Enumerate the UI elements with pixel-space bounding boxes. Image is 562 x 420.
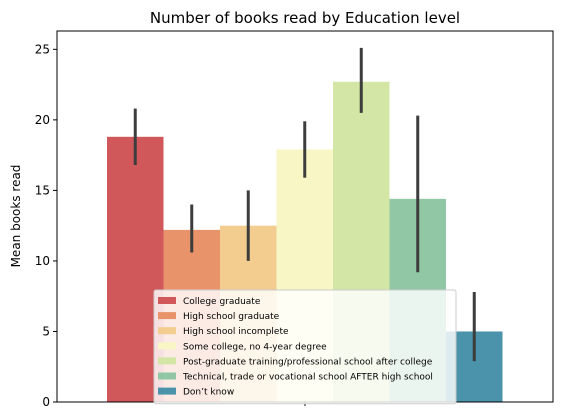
y-tick-label: 0 bbox=[42, 395, 50, 409]
legend-label: High school graduate bbox=[183, 312, 280, 322]
y-tick-label: 15 bbox=[35, 183, 50, 197]
chart-title: Number of books read by Education level bbox=[150, 9, 460, 27]
y-tick-label: 20 bbox=[35, 113, 50, 127]
legend-label: College graduate bbox=[183, 297, 261, 307]
legend: College graduate High school graduate High… bbox=[153, 289, 457, 405]
legend-label: Some college, no 4-year degree bbox=[183, 342, 327, 352]
y-axis-label: Mean books read bbox=[9, 165, 23, 268]
legend-swatch bbox=[158, 387, 176, 395]
y-tick-label: 10 bbox=[35, 254, 50, 268]
legend-swatch bbox=[158, 372, 176, 380]
legend-swatch bbox=[158, 327, 176, 335]
legend-swatch bbox=[158, 342, 176, 350]
legend-label: Post-graduate training/professional scho… bbox=[183, 357, 433, 367]
legend-swatch bbox=[158, 357, 176, 365]
legend-label: Don’t know bbox=[183, 388, 234, 398]
legend-label: Technical, trade or vocational school AF… bbox=[182, 373, 433, 383]
y-axis: 0 5 10 15 20 25 bbox=[35, 42, 57, 409]
legend-box bbox=[153, 289, 457, 405]
legend-swatch bbox=[158, 297, 176, 304]
y-tick-label: 25 bbox=[35, 42, 50, 56]
y-tick-label: 5 bbox=[42, 324, 50, 338]
legend-swatch bbox=[158, 312, 176, 320]
legend-label: High school incomplete bbox=[183, 327, 289, 337]
